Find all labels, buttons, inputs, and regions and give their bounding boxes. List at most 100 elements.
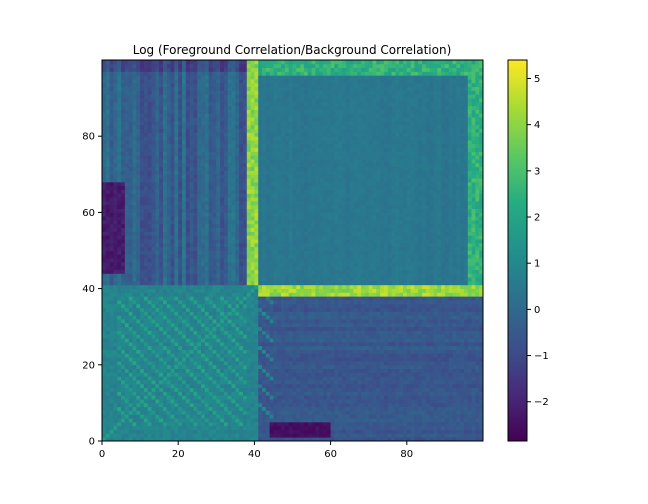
heatmap-cell — [422, 437, 427, 442]
heatmap-cell — [399, 280, 404, 286]
heatmap-cell — [460, 280, 465, 286]
heatmap-cell — [239, 303, 244, 309]
heatmap-cell — [349, 273, 354, 278]
heatmap-cell — [376, 300, 381, 305]
heatmap-cell — [425, 395, 431, 400]
heatmap-cell — [204, 391, 210, 396]
heatmap-cell — [288, 429, 293, 434]
heatmap-cell — [151, 368, 156, 373]
heatmap-cell — [208, 330, 213, 335]
heatmap-cell — [357, 345, 362, 350]
heatmap-cell — [338, 360, 343, 366]
heatmap-cell — [284, 261, 290, 267]
heatmap-cell — [235, 254, 240, 259]
heatmap-cell — [269, 250, 274, 255]
heatmap-cell — [456, 433, 461, 438]
heatmap-cell — [429, 380, 434, 385]
heatmap-cell — [456, 364, 461, 370]
heatmap-cell — [204, 402, 210, 408]
heatmap-cell — [437, 349, 442, 354]
heatmap-cell — [132, 345, 137, 350]
heatmap-cell — [315, 418, 320, 423]
heatmap-cell — [422, 349, 427, 354]
heatmap-cell — [239, 345, 244, 350]
heatmap-cell — [315, 277, 320, 282]
heatmap-cell — [242, 334, 248, 339]
heatmap-cell — [345, 280, 351, 286]
heatmap-cell — [242, 395, 248, 400]
heatmap-cell — [162, 292, 168, 297]
heatmap-cell — [246, 269, 251, 274]
heatmap-cell — [303, 319, 309, 324]
heatmap-cell — [410, 330, 415, 335]
heatmap-cell — [353, 303, 358, 309]
heatmap-cell — [303, 273, 309, 278]
heatmap-cell — [143, 399, 149, 404]
heatmap-cell — [231, 425, 236, 430]
heatmap-cell — [357, 284, 362, 289]
heatmap-cell — [277, 399, 282, 404]
heatmap-cell — [208, 387, 213, 392]
heatmap-cell — [338, 395, 343, 400]
heatmap-cell — [422, 273, 427, 278]
heatmap-cell — [258, 334, 263, 339]
heatmap-cell — [353, 425, 358, 430]
heatmap-cell — [170, 391, 175, 396]
heatmap-cell — [239, 315, 244, 320]
heatmap-cell — [182, 421, 187, 427]
heatmap-cell — [113, 334, 118, 339]
heatmap-cell — [105, 261, 111, 267]
heatmap-cell — [410, 296, 415, 301]
heatmap-cell — [300, 280, 305, 286]
heatmap-cell — [475, 437, 480, 442]
heatmap-cell — [361, 406, 366, 411]
heatmap-cell — [235, 277, 240, 282]
heatmap-cell — [132, 353, 137, 358]
heatmap-cell — [227, 387, 232, 392]
heatmap-cell — [429, 334, 434, 339]
heatmap-cell — [463, 303, 469, 309]
heatmap-cell — [361, 360, 366, 366]
heatmap-cell — [262, 376, 267, 381]
heatmap-cell — [174, 391, 179, 396]
heatmap-cell — [273, 311, 278, 316]
heatmap-cell — [448, 288, 453, 293]
heatmap-cell — [284, 334, 290, 339]
heatmap-cell — [182, 349, 187, 354]
heatmap-cell — [265, 334, 271, 339]
heatmap-cell — [364, 357, 370, 362]
heatmap-cell — [322, 288, 328, 293]
heatmap-cell — [242, 429, 248, 434]
heatmap-cell — [399, 360, 404, 366]
heatmap-cell — [383, 418, 389, 423]
heatmap-cell — [322, 319, 328, 324]
heatmap-cell — [162, 277, 168, 282]
heatmap-cell — [174, 284, 179, 289]
heatmap-cell — [342, 288, 347, 293]
heatmap-cell — [349, 254, 354, 259]
heatmap-cell — [345, 421, 351, 427]
heatmap-cell — [197, 273, 202, 278]
heatmap-cell — [292, 288, 297, 293]
heatmap-cell — [311, 292, 316, 297]
heatmap-cell — [216, 322, 221, 328]
heatmap-cell — [399, 330, 404, 335]
heatmap-cell — [182, 357, 187, 362]
heatmap-cell — [124, 406, 130, 411]
heatmap-cell — [334, 391, 339, 396]
heatmap-cell — [475, 368, 480, 373]
heatmap-cell — [254, 410, 259, 415]
heatmap-cell — [162, 395, 168, 400]
heatmap-cell — [338, 322, 343, 328]
heatmap-cell — [296, 315, 301, 320]
heatmap-cell — [368, 410, 373, 415]
heatmap-cell — [353, 265, 358, 270]
heatmap-cell — [250, 284, 255, 289]
heatmap-cell — [132, 341, 137, 347]
heatmap-cell — [132, 265, 137, 270]
heatmap-cell — [284, 311, 290, 316]
heatmap-cell — [128, 265, 133, 270]
heatmap-cell — [288, 433, 293, 438]
heatmap-cell — [349, 345, 354, 350]
heatmap-cell — [433, 418, 438, 423]
